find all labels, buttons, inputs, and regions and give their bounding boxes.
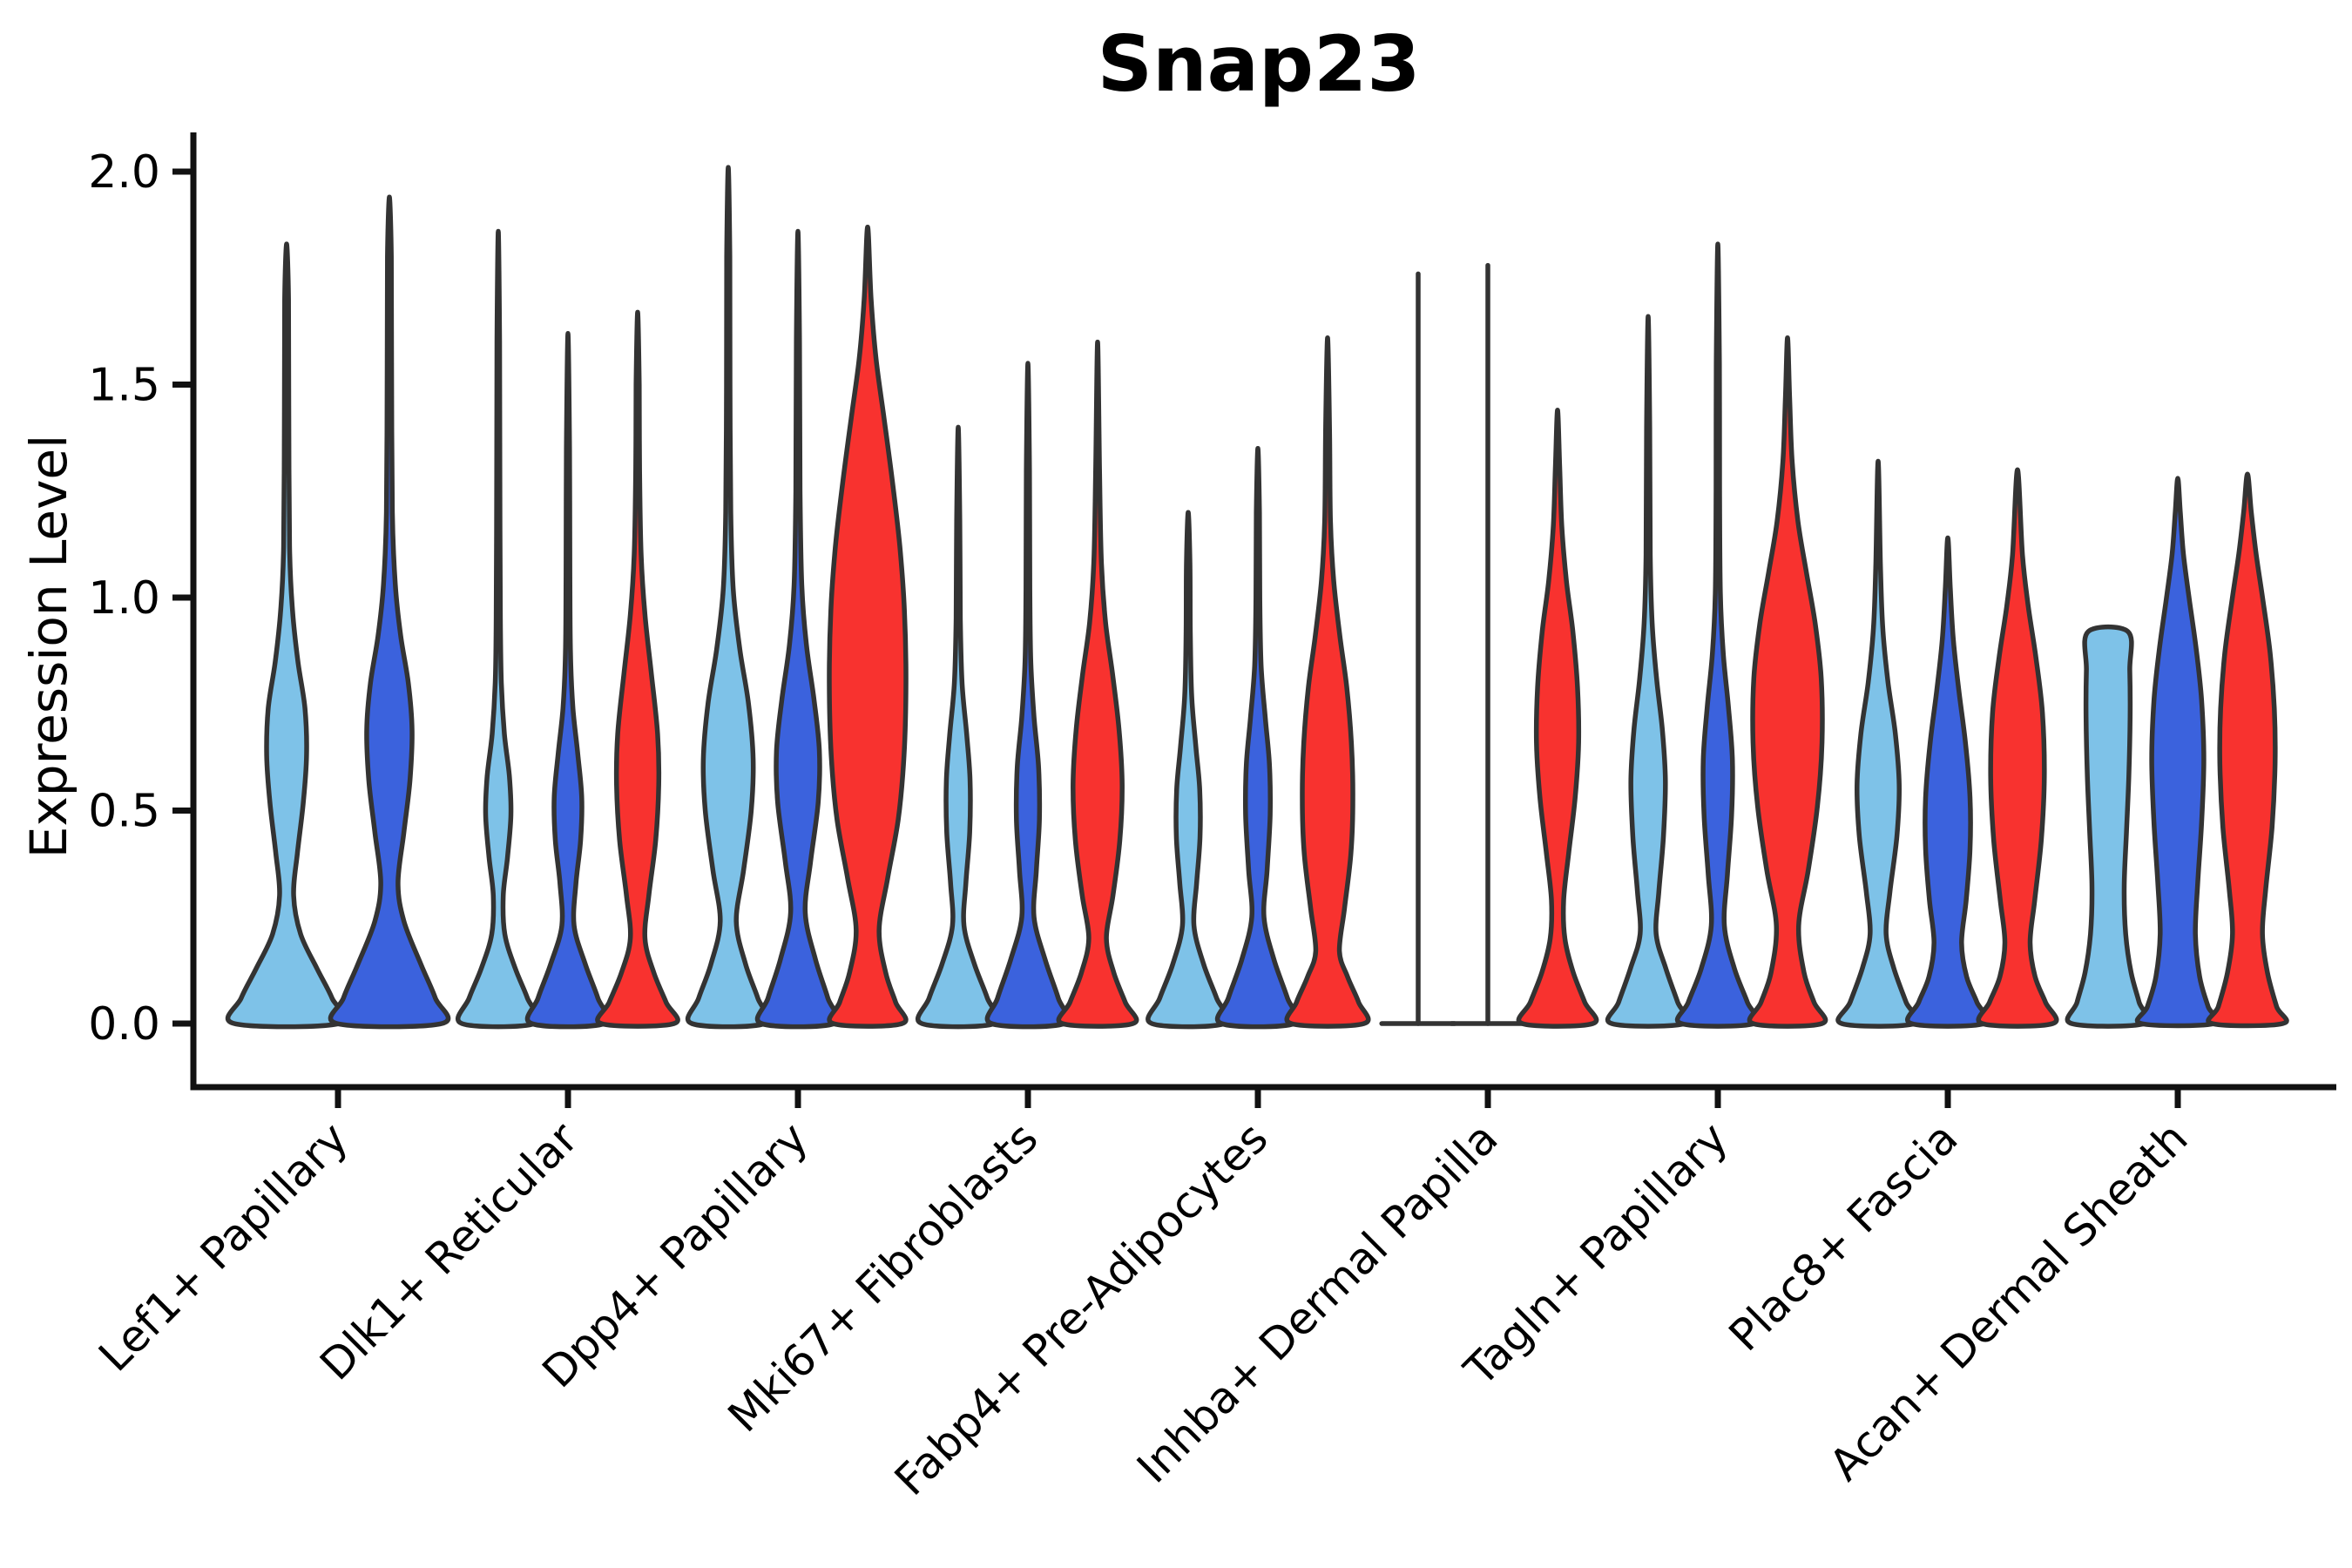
violin-mki67-fibroblasts-sample-red: [1056, 339, 1139, 1029]
violin-lef1-papillary-sample-lightblue: [225, 241, 348, 1030]
y-axis-label: Expression Level: [19, 435, 78, 858]
x-tick-label-lef1-papillary: Lef1+ Papillary: [89, 1112, 357, 1381]
y-tick-label-3: 1.5: [88, 360, 160, 412]
violin-acan-dermal-sheath-sample-lightblue: [2065, 624, 2152, 1029]
violin-dlk1-reticular-sample-darkblue: [524, 331, 612, 1030]
violin-mki67-fibroblasts-sample-lightblue: [915, 424, 1002, 1030]
violin-dlk1-reticular-sample-lightblue: [456, 228, 541, 1030]
violin-plac8-fascia-sample-lightblue: [1835, 458, 1921, 1029]
violin-mki67-fibroblasts-sample-darkblue: [984, 361, 1071, 1030]
violin-tagln-papillary-sample-lightblue: [1605, 314, 1692, 1029]
violin-tagln-papillary-sample-darkblue: [1674, 241, 1761, 1029]
y-tick-label-2: 1.0: [88, 572, 160, 625]
y-axis-ticks: 0.0 0.5 1.0 1.5 2.0: [88, 146, 191, 1051]
violin-acan-dermal-sheath-sample-darkblue: [2134, 476, 2221, 1029]
violin-dlk1-reticular-sample-red: [595, 309, 680, 1029]
violin-fabp4-pre-adipocytes-sample-red: [1284, 335, 1371, 1029]
violin-fabp4-pre-adipocytes-sample-lightblue: [1146, 510, 1231, 1030]
y-tick-label-0: 0.0: [88, 998, 160, 1051]
violin-dpp4-papillary-sample-red: [827, 224, 909, 1029]
x-tick-label-plac8-fascia: Plac8+ Fascia: [1720, 1112, 1968, 1361]
violin-acan-dermal-sheath-sample-red: [2206, 471, 2289, 1029]
violins-layer: [225, 165, 2289, 1030]
violin-dpp4-papillary-sample-lightblue: [685, 165, 772, 1030]
violin-plac8-fascia-sample-darkblue: [1905, 535, 1990, 1029]
y-tick-label-1: 0.5: [88, 786, 160, 838]
violin-lef1-papillary-sample-darkblue: [328, 194, 451, 1030]
x-tick-label-fabp4-pre-adipocytes: Fabp4+ Pre-Adipocytes: [885, 1112, 1278, 1505]
violin-inhba-dermal-papilla-sample-red: [1516, 408, 1599, 1029]
violin-plac8-fascia-sample-red: [1976, 467, 2059, 1029]
chart-title: Snap23: [1098, 19, 1421, 109]
violin-dpp4-papillary-sample-darkblue: [754, 228, 841, 1030]
violin-tagln-papillary-sample-red: [1747, 335, 1828, 1029]
y-tick-label-4: 2.0: [88, 146, 160, 199]
violin-fabp4-pre-adipocytes-sample-darkblue: [1214, 446, 1301, 1030]
